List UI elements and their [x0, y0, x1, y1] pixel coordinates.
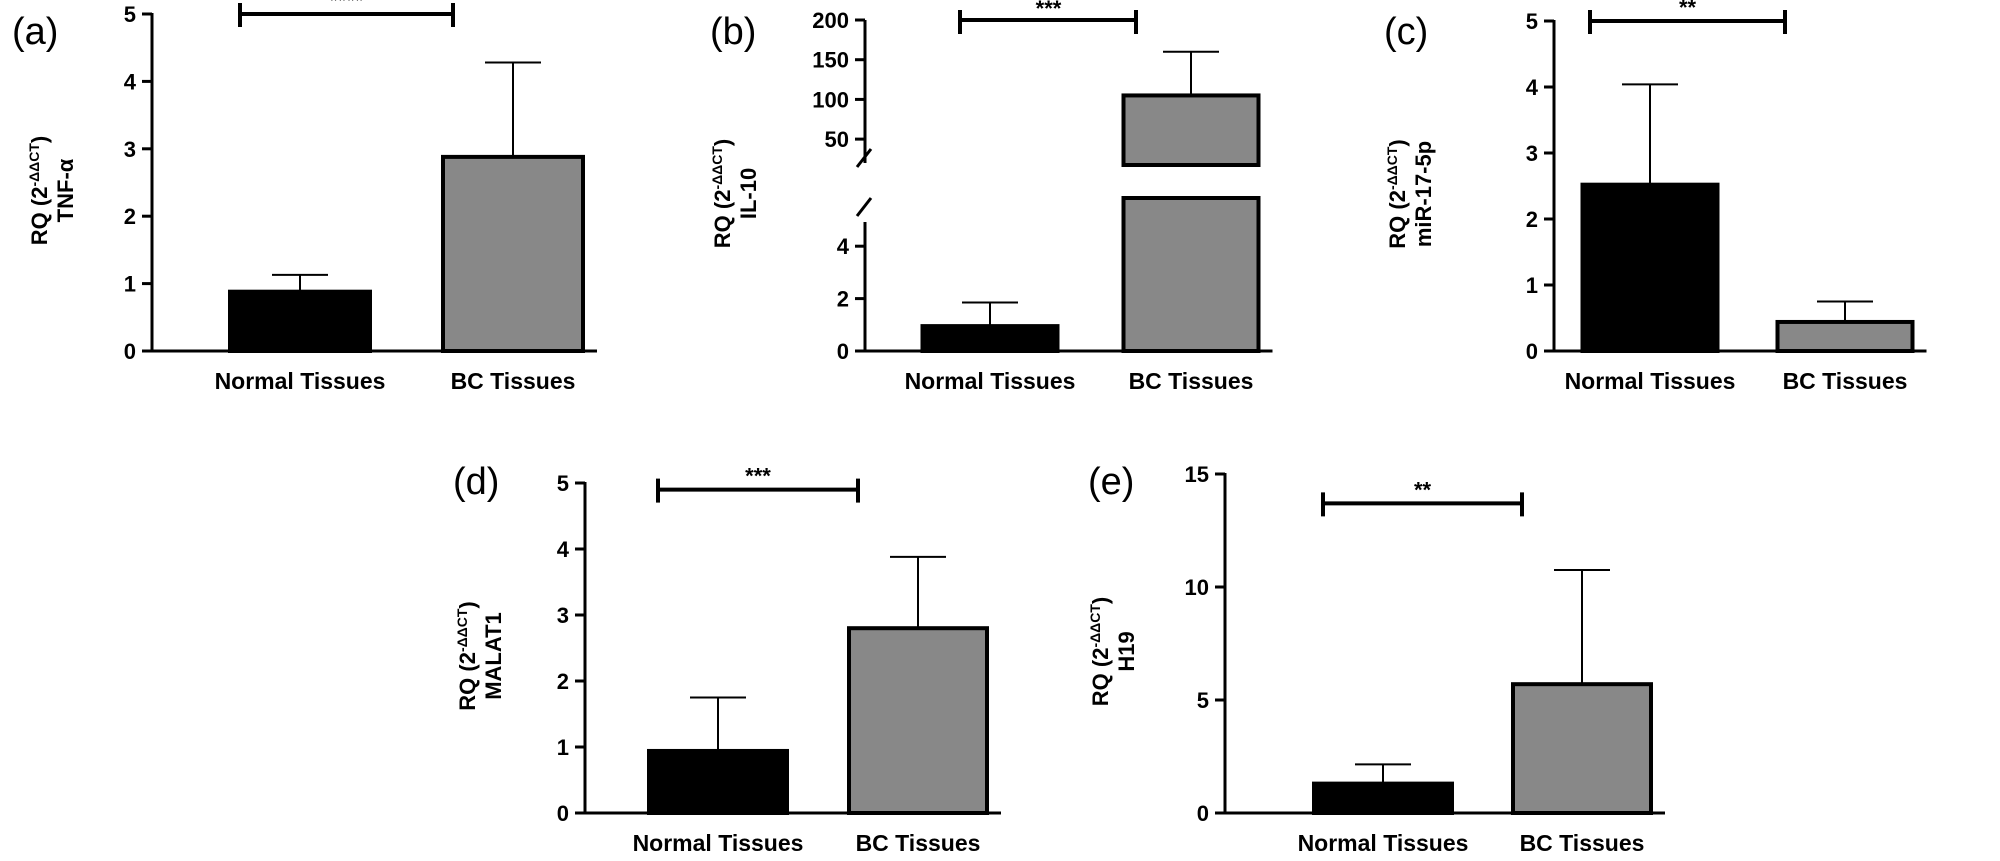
y-axis-gene-label: MALAT1 — [481, 612, 506, 700]
bar-normal — [920, 324, 1060, 353]
y-axis-label-sup: -ΔΔCT — [1384, 146, 1400, 190]
y-axis-gene-label: H19 — [1114, 631, 1139, 671]
y-tick-label: 3 — [124, 137, 136, 162]
y-axis-label-close: ) — [27, 136, 52, 143]
y-axis-label: RQ (2-ΔΔCT) — [26, 136, 52, 245]
y-tick-label: 15 — [1185, 462, 1209, 487]
y-tick-label: 0 — [124, 339, 136, 364]
y-tick-label: 50 — [825, 127, 849, 152]
significance-label: *** — [1036, 0, 1062, 21]
y-tick-label: 3 — [557, 603, 569, 628]
bar-normal — [1312, 781, 1454, 815]
y-tick-label: 1 — [124, 272, 136, 297]
x-category-label: BC Tissues — [451, 368, 576, 394]
y-tick-label: 10 — [1185, 575, 1209, 600]
y-tick-label: 1 — [1526, 273, 1538, 298]
significance-label: ** — [1414, 477, 1432, 502]
y-axis-gene-label: TNF-α — [53, 158, 78, 222]
y-tick-label: 100 — [812, 87, 849, 112]
axis-break-mark — [855, 197, 873, 217]
panel-label: (d) — [453, 461, 499, 503]
x-category-label: Normal Tissues — [215, 368, 386, 394]
y-axis-label-main: RQ (2 — [455, 652, 480, 711]
y-tick-label: 5 — [124, 2, 136, 27]
panel-c: (c) RQ (2-ΔΔCT) miR-17-5p 0 1 2 3 4 5 ** Normal Ti… — [1384, 0, 1927, 394]
bar-normal — [228, 289, 372, 353]
y-axis-gene-label: IL-10 — [736, 168, 761, 219]
y-tick-label: 4 — [837, 234, 850, 259]
y-tick-label: 2 — [124, 204, 136, 229]
y-axis-label: RQ (2-ΔΔCT) — [709, 139, 735, 248]
x-category-label: Normal Tissues — [905, 368, 1076, 394]
y-axis-label-main: RQ (2 — [1385, 190, 1410, 249]
y-axis-gene-label: miR-17-5p — [1411, 141, 1436, 247]
y-axis-label-close: ) — [1088, 597, 1113, 604]
x-category-label: Normal Tissues — [1565, 368, 1736, 394]
axis-break-mark — [855, 148, 873, 168]
x-category-label: BC Tissues — [1129, 368, 1254, 394]
y-tick-label: 1 — [557, 735, 569, 760]
y-axis-label-sup: -ΔΔCT — [1087, 604, 1103, 648]
bar-normal — [1580, 182, 1720, 353]
bar-normal — [647, 748, 789, 816]
x-category-label: Normal Tissues — [633, 830, 804, 856]
y-axis-label-sup: -ΔΔCT — [454, 608, 470, 652]
x-category-label: BC Tissues — [1783, 368, 1908, 394]
y-axis-label-close: ) — [710, 139, 735, 146]
x-category-label: BC Tissues — [856, 830, 981, 856]
panel-d: (d) RQ (2-ΔΔCT)MALAT1 0 1 2 3 4 5 *** Normal Tiss… — [453, 461, 1001, 856]
y-tick-label: 5 — [1526, 9, 1538, 34]
significance-label: ** — [1679, 0, 1697, 20]
y-tick-label: 5 — [557, 471, 569, 496]
y-axis-label: RQ (2-ΔΔCT) — [454, 601, 480, 710]
y-tick-label: 200 — [812, 8, 849, 33]
bar-bc — [1511, 682, 1653, 815]
y-axis-label-close: ) — [455, 601, 480, 608]
y-tick-label: 0 — [557, 801, 569, 826]
y-tick-label: 2 — [1526, 207, 1538, 232]
panel-label: (a) — [12, 11, 58, 53]
significance-label: **** — [329, 0, 364, 13]
y-axis-label: RQ (2-ΔΔCT) — [1384, 139, 1410, 248]
bar-bc-lower — [1121, 196, 1261, 353]
y-axis-label-close: ) — [1385, 139, 1410, 146]
y-tick-label: 5 — [1197, 688, 1209, 713]
y-tick-label: 0 — [837, 339, 849, 364]
panel-label: (b) — [710, 11, 756, 53]
y-tick-label: 4 — [557, 537, 570, 562]
y-tick-label: 4 — [124, 69, 137, 94]
bar-bc-upper — [1121, 93, 1261, 167]
significance-label: *** — [745, 464, 771, 489]
y-tick-label: 0 — [1526, 339, 1538, 364]
y-axis-label: RQ (2-ΔΔCT) — [1087, 597, 1113, 706]
x-category-label: Normal Tissues — [1298, 830, 1469, 856]
panel-label: (c) — [1384, 11, 1428, 53]
panel-label: (e) — [1088, 461, 1134, 503]
y-axis-label-sup: -ΔΔCT — [709, 146, 725, 190]
y-axis-label-main: RQ (2 — [1088, 648, 1113, 707]
y-tick-label: 150 — [812, 48, 849, 73]
y-axis-label-main: RQ (2 — [710, 190, 735, 249]
bar-bc — [847, 626, 989, 816]
y-tick-label: 4 — [1526, 75, 1539, 100]
y-tick-label: 2 — [837, 287, 849, 312]
y-tick-label: 3 — [1526, 141, 1538, 166]
y-axis-label-main: RQ (2 — [27, 187, 52, 246]
y-axis-label-sup: -ΔΔCT — [26, 143, 42, 187]
y-tick-label: 0 — [1197, 801, 1209, 826]
y-tick-label: 2 — [557, 669, 569, 694]
bar-bc — [441, 154, 585, 353]
x-category-label: BC Tissues — [1520, 830, 1645, 856]
bar-break-gap — [1119, 167, 1263, 196]
bar-bc — [1775, 319, 1915, 353]
